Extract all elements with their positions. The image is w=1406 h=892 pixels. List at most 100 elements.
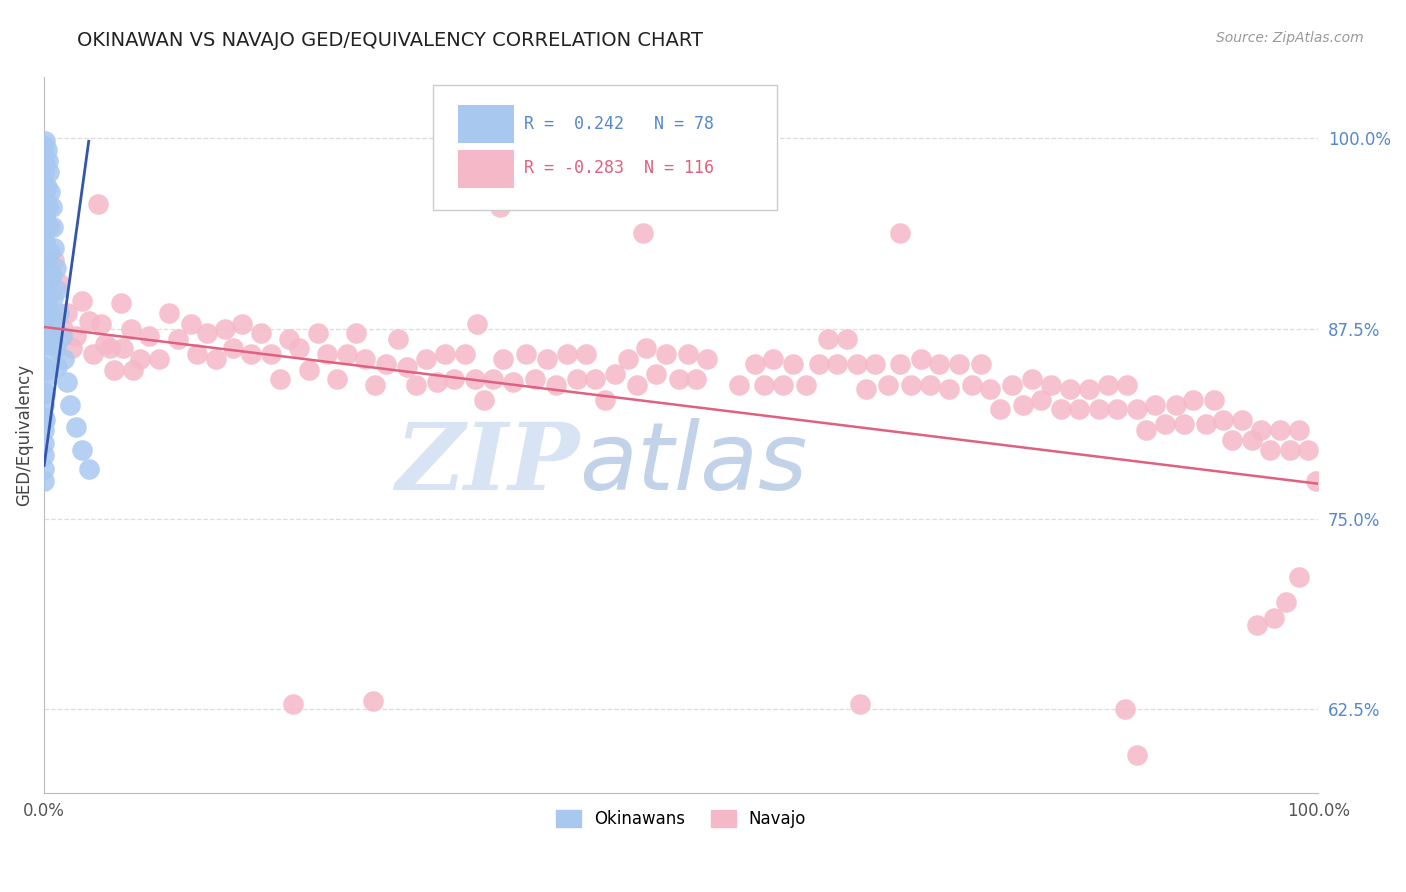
Point (167, 332, 190, 346)
Point (1195, 417, 1218, 432)
Point (1059, 383, 1081, 397)
Point (1021, 372, 1043, 386)
Point (889, 357, 911, 371)
Point (523, 372, 546, 386)
Point (515, 347, 537, 361)
Point (910, 351, 932, 366)
Point (889, 226, 911, 240)
Point (583, 372, 606, 386)
Point (835, 332, 858, 346)
Point (988, 402, 1011, 417)
Point (1202, 392, 1225, 407)
Point (489, 200, 512, 214)
Point (807, 357, 830, 371)
Point (626, 377, 648, 392)
Point (453, 347, 475, 361)
Point (928, 357, 950, 371)
Point (32, 424, 55, 438)
Point (32, 200, 55, 214)
FancyBboxPatch shape (458, 104, 515, 144)
Point (1258, 443, 1281, 458)
Point (41, 200, 63, 214)
Point (35, 217, 58, 231)
Point (481, 372, 503, 386)
Point (32, 474, 55, 488)
Point (120, 321, 142, 335)
Point (32, 235, 55, 249)
Point (1097, 377, 1119, 392)
Point (53, 351, 76, 366)
Point (32, 435, 55, 450)
Point (157, 306, 180, 320)
Point (415, 351, 437, 366)
Point (685, 372, 707, 386)
Point (269, 372, 291, 386)
Point (32, 409, 55, 424)
Point (34, 185, 56, 199)
Point (1263, 610, 1285, 624)
Point (34, 235, 56, 249)
FancyBboxPatch shape (433, 85, 776, 210)
Point (44, 241, 66, 255)
Point (128, 351, 150, 366)
Point (434, 347, 457, 361)
Point (122, 362, 145, 376)
Point (1275, 595, 1298, 609)
Point (817, 332, 839, 346)
Point (603, 367, 626, 381)
Point (979, 383, 1001, 397)
Point (1250, 424, 1272, 438)
Point (138, 329, 160, 343)
Point (195, 326, 218, 340)
Point (772, 377, 794, 392)
Point (1105, 402, 1128, 417)
Point (1029, 392, 1052, 407)
Point (316, 347, 339, 361)
Point (34, 336, 56, 351)
Point (60, 341, 83, 355)
Point (1288, 569, 1310, 583)
Point (364, 377, 387, 392)
Point (1088, 402, 1111, 417)
Point (32, 359, 55, 374)
Point (825, 357, 848, 371)
Point (41, 336, 63, 351)
Point (148, 351, 170, 366)
Point (1305, 474, 1327, 488)
Point (1212, 413, 1234, 427)
Point (260, 347, 283, 361)
Point (32, 284, 55, 298)
Point (32, 211, 55, 225)
Point (354, 351, 377, 366)
Point (77, 461, 100, 475)
Point (52, 321, 75, 335)
Point (41, 268, 63, 283)
Point (65, 329, 87, 343)
Point (32, 448, 55, 462)
Point (565, 372, 588, 386)
Text: R =  0.242   N = 78: R = 0.242 N = 78 (524, 115, 714, 133)
Point (42, 219, 65, 234)
Text: ZIP: ZIP (395, 418, 579, 508)
Point (344, 326, 367, 340)
Point (1144, 398, 1167, 412)
Point (876, 377, 898, 392)
Point (34, 211, 56, 225)
Point (32, 247, 55, 261)
Point (502, 375, 524, 389)
Point (1230, 413, 1253, 427)
Point (1154, 417, 1177, 432)
Point (98, 341, 121, 355)
Point (58, 398, 80, 412)
Point (38, 165, 60, 179)
Point (35, 326, 58, 340)
Point (1220, 433, 1243, 447)
Point (374, 357, 396, 371)
Point (752, 377, 775, 392)
Text: Source: ZipAtlas.com: Source: ZipAtlas.com (1216, 31, 1364, 45)
Point (180, 317, 202, 331)
Point (32, 139, 55, 153)
Point (634, 341, 657, 355)
Point (32, 398, 55, 412)
Point (644, 367, 666, 381)
